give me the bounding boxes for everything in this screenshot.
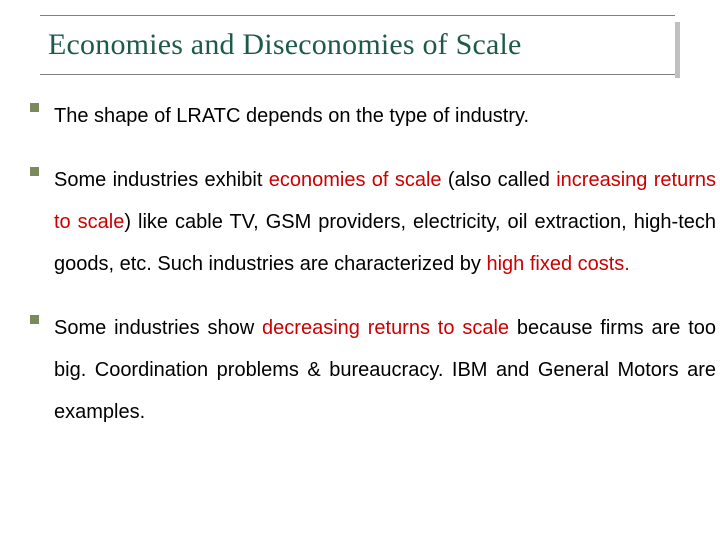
bullet-row: Some industries exhibit economies of sca… bbox=[30, 159, 720, 285]
bullet-text: Some industries show decreasing returns … bbox=[54, 307, 720, 433]
title-shadow-bar bbox=[675, 22, 680, 78]
bullet-text: The shape of LRATC depends on the type o… bbox=[54, 95, 533, 137]
square-bullet-icon bbox=[30, 167, 39, 176]
bullet-row: The shape of LRATC depends on the type o… bbox=[30, 95, 720, 137]
square-bullet-icon bbox=[30, 103, 39, 112]
body-text: Some industries exhibit bbox=[54, 169, 269, 191]
emphasis-text: decreasing returns to scale bbox=[262, 317, 517, 339]
page-title: Economies and Diseconomies of Scale bbox=[48, 28, 522, 62]
body-text: (also called bbox=[448, 169, 556, 191]
body-text: Some industries show bbox=[54, 317, 262, 339]
emphasis-text: high fixed costs. bbox=[486, 253, 629, 275]
body-text: The shape of LRATC depends on the type o… bbox=[54, 105, 529, 127]
bullet-row: Some industries show decreasing returns … bbox=[30, 307, 720, 433]
content-area: The shape of LRATC depends on the type o… bbox=[30, 95, 720, 455]
square-bullet-icon bbox=[30, 315, 39, 324]
bullet-text: Some industries exhibit economies of sca… bbox=[54, 159, 720, 285]
title-container: Economies and Diseconomies of Scale bbox=[40, 15, 675, 75]
emphasis-text: economies of scale bbox=[269, 169, 448, 191]
